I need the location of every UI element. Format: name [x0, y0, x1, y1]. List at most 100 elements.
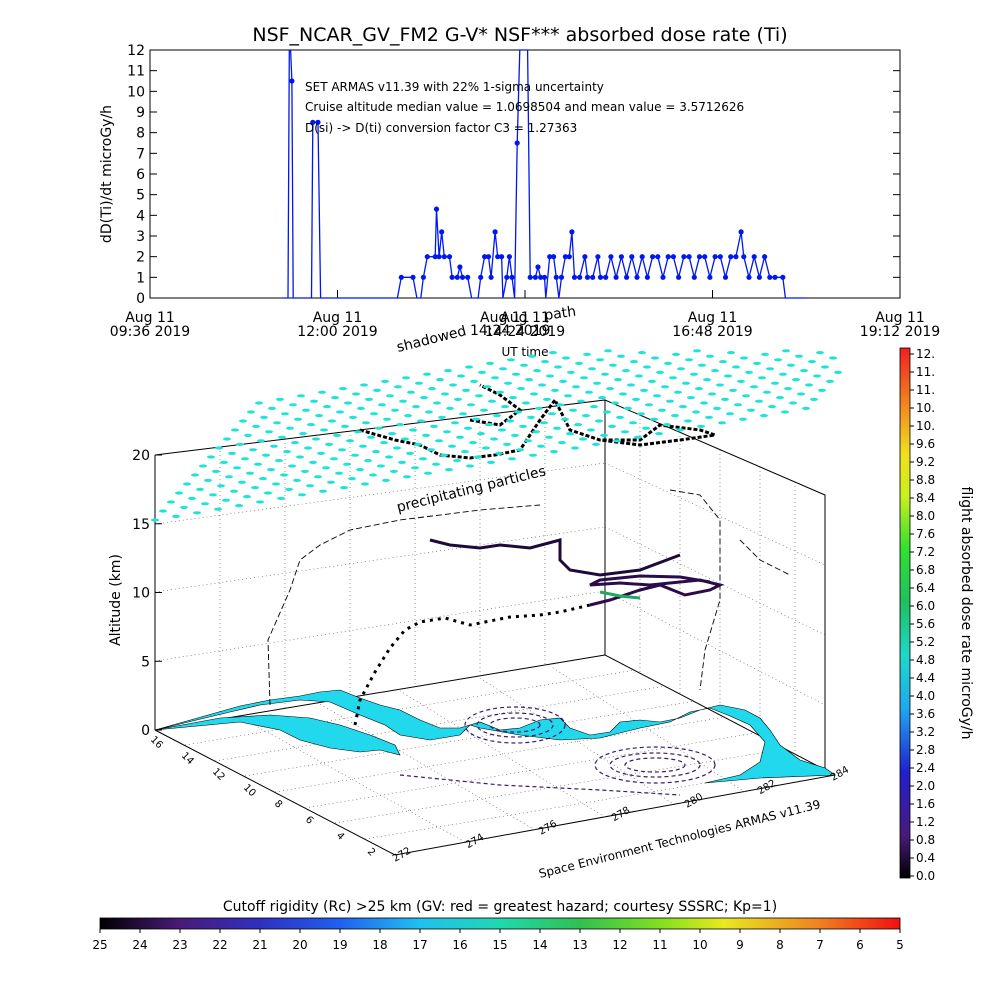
grid-marker — [781, 410, 789, 414]
grid-marker — [231, 428, 239, 432]
grid-marker — [469, 441, 477, 445]
lat-tick-label: 8 — [272, 798, 284, 810]
grid-marker — [687, 396, 695, 400]
data-point — [728, 254, 734, 260]
grid-marker — [524, 439, 532, 443]
lat-tick-label: 16 — [148, 734, 165, 751]
data-point — [696, 254, 703, 260]
grid-marker — [369, 473, 377, 477]
grid-marker — [561, 417, 569, 421]
grid-marker — [414, 442, 422, 446]
annotation-1: SET ARMAS v11.39 with 22% 1-sigma uncert… — [305, 80, 604, 94]
rigidity-colorbar-tick-label: 8 — [776, 938, 784, 952]
grid-marker — [243, 495, 251, 499]
data-point — [756, 274, 763, 280]
grid-marker — [288, 464, 296, 468]
grid-marker — [653, 394, 661, 398]
grid-marker — [435, 439, 443, 443]
grid-marker — [706, 354, 714, 358]
grid-marker — [370, 412, 378, 416]
rigidity-colorbar-tick-label: 5 — [896, 938, 904, 952]
grid-marker — [209, 493, 217, 497]
grid-marker — [734, 403, 742, 407]
y-tick-label: 4 — [136, 208, 145, 224]
dose-colorbar-tick-label: 2.0 — [916, 779, 935, 793]
back-wall-grid — [154, 407, 826, 756]
grid-marker — [315, 414, 323, 418]
grid-marker — [813, 374, 821, 378]
grid-marker — [595, 419, 603, 423]
grid-marker — [546, 374, 554, 378]
y-tick-label: 9 — [136, 105, 145, 121]
grid-marker — [624, 406, 632, 410]
grid-marker — [550, 450, 558, 454]
dose-colorbar-ticks: 12. 11. 11. 10. 10. 9.6 9.2 8.8 8.4 8.0 7.6 7.2 6.8 6… — [910, 347, 935, 883]
rigidity-colorbar-tick-label: 6 — [856, 938, 864, 952]
data-point — [707, 274, 713, 280]
grid-marker — [323, 405, 331, 409]
grid-marker — [296, 455, 304, 459]
dose-colorbar-tick-label: 9.6 — [916, 437, 935, 451]
grid-marker — [273, 421, 281, 425]
grid-marker — [663, 423, 671, 427]
data-point — [618, 254, 625, 260]
grid-marker — [378, 403, 386, 407]
data-point — [738, 229, 744, 235]
grid-marker — [151, 518, 159, 522]
data-point — [562, 254, 569, 260]
grid-marker — [365, 397, 373, 401]
grid-marker — [784, 387, 792, 391]
flight-track — [353, 538, 725, 726]
grid-marker — [596, 358, 604, 362]
grid-marker — [289, 403, 297, 407]
data-point — [547, 254, 553, 260]
grid-marker — [196, 487, 204, 491]
data-point — [538, 274, 544, 280]
grid-marker — [677, 367, 685, 371]
grid-marker — [159, 509, 167, 513]
grid-marker — [693, 349, 701, 353]
grid-marker — [609, 363, 617, 367]
grid-marker — [611, 401, 619, 405]
grid-marker — [330, 457, 338, 461]
grid-marker — [252, 424, 260, 428]
data-point — [514, 140, 520, 146]
grid-marker — [241, 457, 249, 461]
grid-marker — [467, 403, 475, 407]
data-point — [780, 274, 786, 280]
grid-marker — [562, 356, 570, 360]
data-point — [465, 274, 471, 280]
grid-marker — [299, 432, 307, 436]
grid-marker — [277, 496, 285, 500]
lon-tick-label: 280 — [683, 792, 705, 811]
grid-marker — [451, 421, 459, 425]
grid-marker — [821, 365, 829, 369]
grid-marker — [545, 435, 553, 439]
grid-marker — [382, 478, 390, 482]
grid-marker — [314, 475, 322, 479]
data-point — [492, 229, 498, 235]
grid-marker — [412, 405, 420, 409]
grid-marker — [333, 433, 341, 437]
y-tick-label: 6 — [136, 167, 145, 183]
grid-marker — [428, 387, 436, 391]
data-point — [772, 274, 778, 280]
grid-marker — [779, 372, 787, 376]
grid-marker — [690, 372, 698, 376]
grid-marker — [438, 415, 446, 419]
data-point — [569, 229, 575, 235]
data-point — [660, 274, 666, 280]
grid-marker — [613, 439, 621, 443]
grid-marker — [270, 444, 278, 448]
grid-marker — [349, 415, 357, 419]
grid-marker — [386, 394, 394, 398]
grid-marker — [372, 450, 380, 454]
grid-marker — [407, 390, 415, 394]
grid-marker — [503, 442, 511, 446]
grid-marker — [327, 480, 335, 484]
grid-marker — [459, 412, 467, 416]
dose-colorbar-tick-label: 1.2 — [916, 815, 935, 829]
data-point — [566, 254, 572, 260]
grid-marker — [420, 396, 428, 400]
grid-marker — [519, 424, 527, 428]
